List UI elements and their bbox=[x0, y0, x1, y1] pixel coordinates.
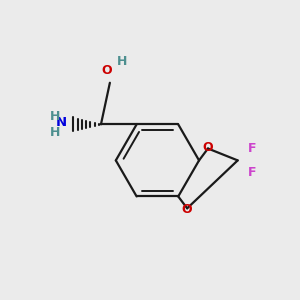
Text: F: F bbox=[248, 166, 257, 179]
Text: O: O bbox=[202, 140, 213, 154]
Text: H: H bbox=[50, 110, 60, 122]
Text: F: F bbox=[248, 142, 257, 155]
Text: H: H bbox=[117, 55, 127, 68]
Text: H: H bbox=[50, 126, 60, 139]
Text: O: O bbox=[182, 203, 193, 216]
Text: N: N bbox=[56, 116, 67, 129]
Text: O: O bbox=[102, 64, 112, 77]
